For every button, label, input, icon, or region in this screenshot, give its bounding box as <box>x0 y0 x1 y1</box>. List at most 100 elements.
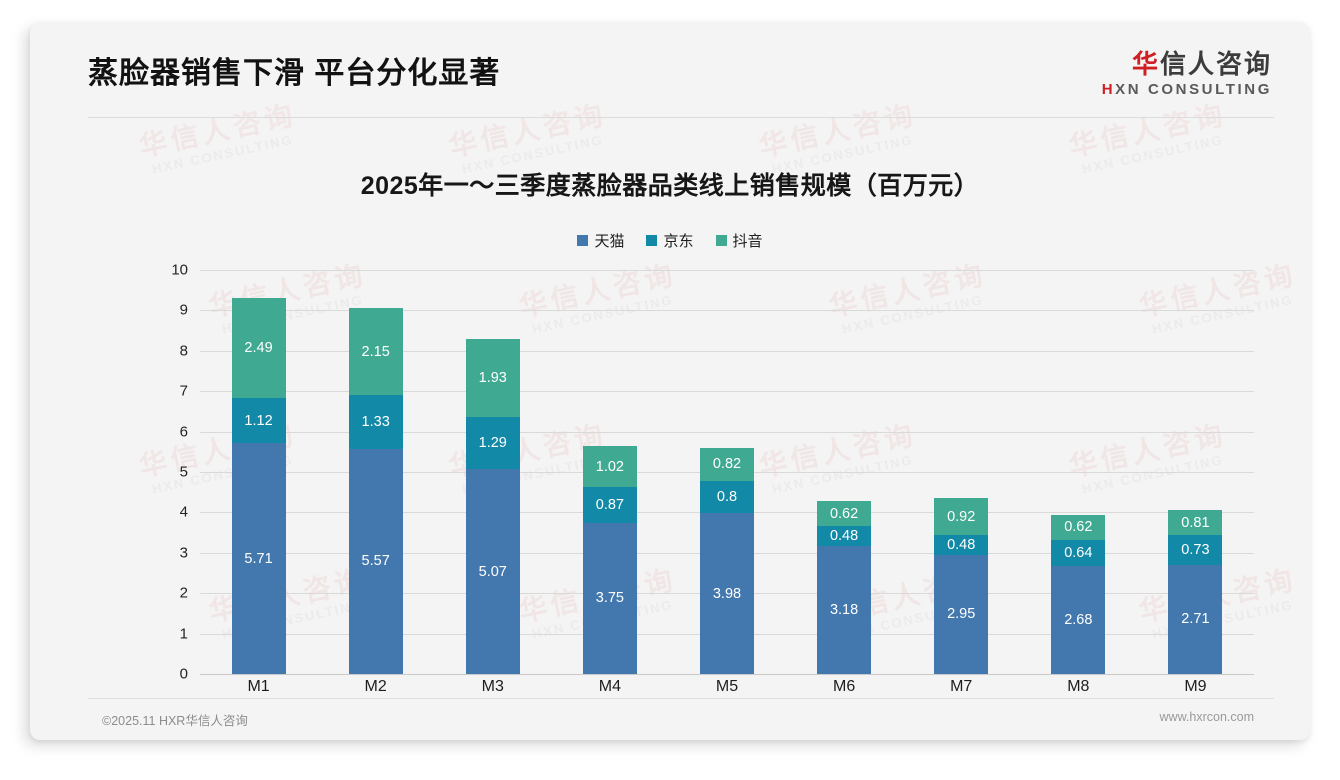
bar-value-label: 0.62 <box>829 505 859 522</box>
bar-value-label: 1.33 <box>361 414 390 431</box>
bar-segment-京东[interactable]: 1.29 <box>465 417 520 470</box>
y-axis-tick-label: 7 <box>179 382 188 400</box>
bar-value-label: 1.29 <box>478 435 507 452</box>
legend-item-2[interactable]: 京东 <box>646 230 694 251</box>
bar-value-label: 2.68 <box>1064 611 1093 628</box>
legend-item-1[interactable]: 天猫 <box>577 230 624 251</box>
bar-segment-天猫[interactable]: 5.57 <box>348 448 403 674</box>
bar-segment-京东[interactable]: 0.48 <box>934 535 989 555</box>
bar-group-m3[interactable]: 1.93 1.29 5.07 <box>434 270 551 674</box>
bar-segment-天猫[interactable]: 2.68 <box>1051 565 1106 674</box>
legend-label: 京东 <box>663 233 694 250</box>
x-axis-tick-label: M1 <box>247 678 270 695</box>
y-axis-tick-label: 2 <box>179 584 188 602</box>
x-axis-tick-label: M2 <box>364 678 387 695</box>
bar-segment-抖音[interactable]: 0.92 <box>934 498 989 536</box>
gridline <box>200 350 1254 352</box>
bar-segment-天猫[interactable]: 3.18 <box>817 545 872 674</box>
stacked-bar[interactable]: 1.93 1.29 5.07 <box>465 339 520 674</box>
gridline <box>200 310 1254 312</box>
bar-segment-抖音[interactable]: 2.15 <box>348 308 403 396</box>
bar-segment-抖音[interactable]: 0.62 <box>1051 514 1106 540</box>
y-axis-tick-label: 1 <box>179 625 188 643</box>
bar-group-m7[interactable]: 0.92 0.48 2.95 <box>903 270 1020 674</box>
bar-segment-抖音[interactable]: 1.02 <box>582 446 637 488</box>
bar-group-m1[interactable]: 2.49 1.12 5.71 <box>200 270 317 674</box>
legend-swatch-icon <box>646 235 658 246</box>
bar-group-m4[interactable]: 1.02 0.87 3.75 <box>551 270 668 674</box>
page-title: 蒸脸器销售下滑 平台分化显著 <box>88 57 501 90</box>
y-axis-tick-label: 0 <box>179 665 188 683</box>
bar-segment-京东[interactable]: 0.48 <box>817 526 872 546</box>
bar-segment-天猫[interactable]: 5.71 <box>231 443 286 674</box>
bar-group-m6[interactable]: 0.62 0.48 3.18 <box>786 270 903 674</box>
legend-label: 抖音 <box>732 233 763 250</box>
bar-value-label: 0.92 <box>947 508 976 525</box>
stacked-bar[interactable]: 1.02 0.87 3.75 <box>582 446 637 674</box>
bar-segment-抖音[interactable]: 1.93 <box>465 339 520 418</box>
bar-segment-京东[interactable]: 0.87 <box>582 487 637 523</box>
bar-value-label: 5.71 <box>244 550 273 567</box>
bar-segment-京东[interactable]: 1.33 <box>348 395 403 449</box>
x-axis-tick-label: M5 <box>715 678 739 695</box>
chart-title: 2025年一～三季度蒸脸器品类线上销售规模（百万元） <box>360 172 980 200</box>
bar-value-label: 3.75 <box>595 590 624 607</box>
bar-segment-京东[interactable]: 0.8 <box>699 480 754 514</box>
company-logo: 华信人咨询 HXN CONSULTING <box>1102 50 1272 98</box>
stacked-bar[interactable]: 0.81 0.73 2.71 <box>1168 510 1223 674</box>
bar-segment-抖音[interactable]: 0.81 <box>1168 510 1223 536</box>
bar-value-label: 2.95 <box>947 606 976 623</box>
bar-value-label: 1.93 <box>478 370 507 387</box>
bar-group-m9[interactable]: 0.81 0.73 2.71 <box>1137 270 1254 674</box>
bar-segment-抖音[interactable]: 2.49 <box>231 297 286 399</box>
stacked-bar[interactable]: 2.49 1.12 5.71 <box>231 297 286 674</box>
bar-group-m8[interactable]: 0.62 0.64 2.68 <box>1020 270 1137 674</box>
bar-segment-天猫[interactable]: 3.98 <box>699 513 754 674</box>
stacked-bar[interactable]: 0.82 0.8 3.98 <box>699 447 754 674</box>
y-axis: 10 9 8 7 6 5 4 3 2 1 0 <box>148 262 188 683</box>
y-axis-tick-label: 5 <box>179 463 188 481</box>
bar-segment-抖音[interactable]: 0.82 <box>699 447 754 481</box>
logo-en-accent: H <box>1101 80 1116 98</box>
y-axis-tick-label: 10 <box>171 261 188 279</box>
bar-segment-京东[interactable]: 1.12 <box>231 398 286 444</box>
bar-value-label: 0.48 <box>947 537 976 554</box>
slide-canvas: 华信人咨询 HXN CONSULTING 华信人咨询 HXN CONSULTING 华信… <box>30 22 1310 740</box>
logo-en-rest: XN CONSULTING <box>1115 80 1272 98</box>
bar-segment-天猫[interactable]: 2.95 <box>934 554 989 674</box>
legend-swatch-icon <box>577 235 589 246</box>
bar-segment-京东[interactable]: 0.64 <box>1051 539 1106 566</box>
logo-accent-char: 华 <box>1131 49 1160 79</box>
legend-label: 天猫 <box>594 233 625 250</box>
stacked-bar[interactable]: 0.62 0.64 2.68 <box>1051 514 1106 674</box>
footer-website[interactable]: www.hxrcon.com <box>1159 710 1254 724</box>
bar-value-label: 0.73 <box>1181 541 1210 558</box>
bar-value-label: 0.87 <box>595 496 624 513</box>
bar-value-label: 0.64 <box>1064 544 1093 561</box>
y-axis-tick-label: 6 <box>179 423 188 441</box>
stacked-bar[interactable]: 0.62 0.48 3.18 <box>817 501 872 674</box>
bar-segment-天猫[interactable]: 5.07 <box>465 469 520 674</box>
legend-item-3[interactable]: 抖音 <box>715 230 763 251</box>
bar-series-area: 2.49 1.12 5.71 2.15 1.33 5.57 1.93 1.29 5.07 1.02… <box>200 270 1254 674</box>
bar-value-label: 3.98 <box>712 585 742 602</box>
bar-segment-京东[interactable]: 0.73 <box>1168 535 1223 565</box>
stacked-bar[interactable]: 2.15 1.33 5.57 <box>348 308 403 674</box>
legend-swatch-icon <box>715 235 727 246</box>
bar-value-label: 5.57 <box>361 553 390 570</box>
stacked-bar[interactable]: 0.92 0.48 2.95 <box>934 498 989 674</box>
bar-segment-抖音[interactable]: 0.62 <box>817 501 872 527</box>
chart-legend: 天猫 京东 抖音 <box>30 230 1310 251</box>
bar-segment-天猫[interactable]: 2.71 <box>1168 564 1223 674</box>
bar-value-label: 0.8 <box>716 489 738 506</box>
bar-group-m5[interactable]: 0.82 0.8 3.98 <box>669 270 786 674</box>
x-axis: M1 M2 M3 M4 M5 M6 M7 M8 M9 <box>200 678 1254 696</box>
bar-value-label: 1.12 <box>244 412 273 429</box>
logo-rest-chars: 信人咨询 <box>1159 49 1272 79</box>
gridline <box>200 391 1254 393</box>
bar-value-label: 2.15 <box>361 343 390 360</box>
bar-segment-天猫[interactable]: 3.75 <box>582 522 637 674</box>
x-axis-tick-label: M3 <box>481 678 504 695</box>
bar-group-m2[interactable]: 2.15 1.33 5.57 <box>317 270 434 674</box>
logo-english-text: HXN CONSULTING <box>1102 81 1272 98</box>
